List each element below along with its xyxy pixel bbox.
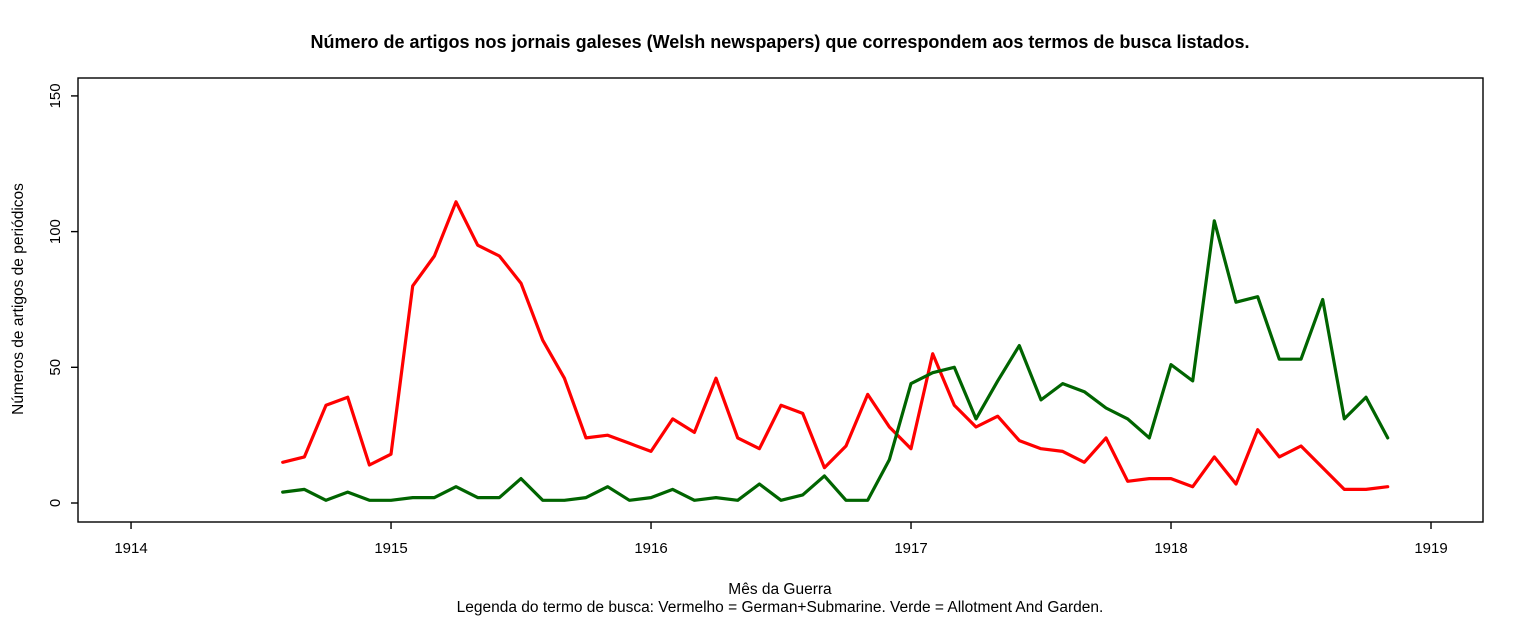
y-axis-title: Números de artigos de periódicos <box>10 183 27 415</box>
y-tick-label: 0 <box>47 499 64 507</box>
x-tick-label: 1918 <box>1154 540 1187 557</box>
chart-title: Número de artigos nos jornais galeses (W… <box>311 32 1250 52</box>
x-tick-label: 1917 <box>894 540 927 557</box>
y-tick-label: 150 <box>47 83 64 108</box>
plot-area-border <box>77 77 1484 523</box>
x-tick-label: 1914 <box>114 540 147 557</box>
x-tick-label: 1915 <box>374 540 407 557</box>
x-axis-title: Mês da Guerra <box>728 581 832 598</box>
x-tick-label: 1919 <box>1414 540 1447 557</box>
y-axis: 0 50 100 150 <box>47 83 78 507</box>
series-lines <box>281 200 1390 502</box>
series-line-allotment-and-garden <box>281 219 1390 502</box>
y-tick-label: 50 <box>47 359 64 376</box>
series-line-german-submarine <box>281 200 1390 491</box>
x-tick-label: 1916 <box>634 540 667 557</box>
y-tick-label: 100 <box>47 219 64 244</box>
x-axis: 1914 1915 1916 1917 1918 1919 <box>114 522 1448 557</box>
legend-caption: Legenda do termo de busca: Vermelho = Ge… <box>457 599 1104 616</box>
